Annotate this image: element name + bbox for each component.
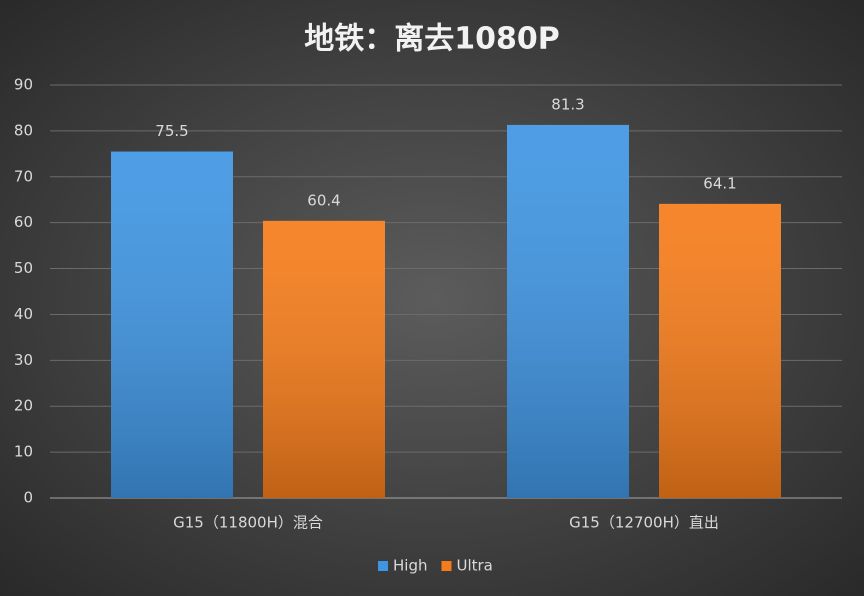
bar [659, 203, 781, 498]
data-label: 81.3 [551, 95, 584, 113]
legend-swatch [441, 561, 452, 571]
y-tick-label: 0 [23, 489, 33, 507]
y-tick-label: 60 [14, 213, 33, 231]
legend-label: Ultra [456, 557, 492, 575]
bar [111, 151, 233, 499]
x-tick-label: G15（12700H）直出 [569, 514, 719, 532]
y-tick-label: 50 [14, 259, 33, 277]
y-tick-label: 30 [14, 351, 33, 369]
data-label: 64.1 [703, 174, 736, 192]
chart-title: 地铁：离去1080P [304, 22, 559, 57]
y-tick-label: 90 [14, 76, 33, 94]
bar [263, 220, 385, 498]
legend-swatch [378, 561, 388, 571]
legend-label: High [393, 557, 427, 575]
y-tick-label: 80 [14, 121, 33, 139]
y-tick-label: 10 [14, 443, 33, 461]
y-tick-label: 70 [14, 167, 33, 185]
y-tick-label: 20 [14, 397, 33, 415]
data-label: 75.5 [155, 122, 188, 140]
x-tick-label: G15（11800H）混合 [173, 514, 323, 532]
bar [507, 124, 629, 498]
y-tick-label: 40 [14, 305, 33, 323]
data-label: 60.4 [307, 191, 340, 209]
